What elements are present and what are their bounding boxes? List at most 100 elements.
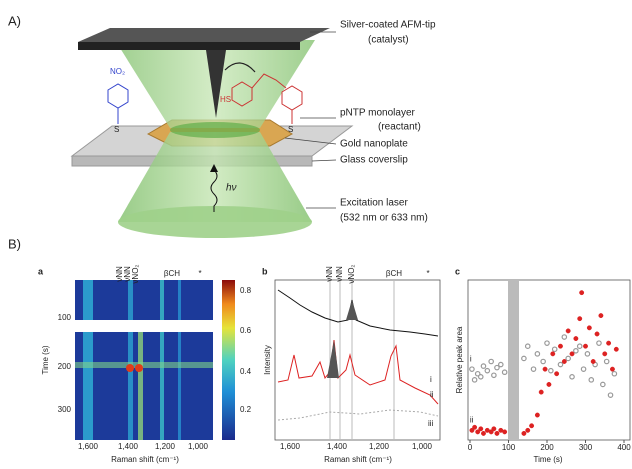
lower-cone (118, 132, 312, 222)
data-point (569, 351, 575, 357)
label: Excitation laser (340, 198, 408, 209)
data-point (561, 359, 567, 364)
data-point (534, 412, 540, 418)
y-axis-label: Relative peak area (455, 326, 464, 393)
data-point (472, 424, 478, 430)
molecule-ring (231, 81, 253, 107)
spectrum-trace (277, 339, 439, 405)
spectrum-trace (277, 289, 439, 337)
shutter-bar (508, 280, 519, 440)
data-point (542, 366, 548, 372)
x-tick-label: 300 (579, 443, 593, 452)
data-point (484, 367, 491, 374)
cone-base (118, 206, 312, 238)
photon-wave (210, 169, 218, 212)
data-point (577, 316, 583, 322)
x-axis-label: Raman shift (cm⁻¹) (111, 455, 179, 464)
heatmap-band (138, 330, 143, 440)
data-point (590, 359, 596, 364)
data-point (538, 389, 544, 395)
heatmap-hotspot (135, 364, 143, 372)
peak-fill (327, 340, 339, 378)
x-tick-label: 1,400 (118, 442, 139, 451)
colorbar-tick: 0.2 (240, 405, 252, 414)
peak-label: * (198, 269, 201, 278)
peak-label: * (426, 269, 429, 278)
data-point (600, 381, 606, 388)
molecule-label: HS (220, 95, 231, 104)
peak-label: βCH (386, 269, 402, 278)
data-point (546, 382, 552, 387)
photon-arrow (210, 164, 218, 172)
data-point (530, 366, 537, 372)
data-point (598, 313, 604, 319)
photon-label: hν (226, 183, 237, 194)
x-tick-label: 0 (468, 443, 473, 452)
y-axis-label: Intensity (263, 345, 272, 375)
leader-line (311, 159, 337, 162)
y-axis-label: Time (s) (41, 345, 50, 374)
label: Glass coverslip (340, 155, 408, 166)
data-point (488, 358, 494, 365)
data-point (586, 325, 592, 331)
subpanel-label: c (455, 266, 460, 276)
data-point (580, 366, 587, 372)
data-point (494, 364, 500, 371)
peak-label: νNO₂ (131, 264, 140, 283)
data-point (478, 426, 484, 432)
x-axis-label: Raman shift (cm⁻¹) (324, 455, 392, 464)
heatmap (75, 280, 213, 440)
data-point (529, 423, 535, 429)
colorbar-tick: 0.4 (240, 367, 252, 376)
data-point (551, 346, 558, 353)
heatmap-gap (75, 320, 213, 332)
data-point (469, 366, 475, 372)
data-point (607, 392, 614, 398)
peak-label: νNN (335, 266, 344, 282)
data-point (497, 361, 504, 368)
peak-label: νNN (115, 266, 124, 282)
peak-labels: νNN νNN νNO₂ βCH * (325, 264, 429, 283)
label: pNTP monolayer (340, 108, 416, 119)
data-point (573, 336, 579, 341)
colorbar (222, 280, 235, 440)
y-tick-label: 300 (58, 405, 72, 414)
data-point (488, 429, 494, 435)
label: (reactant) (378, 122, 421, 133)
data-point (596, 340, 602, 346)
heatmap-band (83, 280, 93, 440)
data-point (481, 430, 486, 436)
x-tick-label: 1,600 (78, 442, 99, 451)
leader-line (284, 137, 337, 145)
data-point (502, 429, 508, 435)
data-point (534, 351, 541, 357)
label: (532 nm or 633 nm) (340, 213, 428, 224)
peak-label: νNO₂ (347, 264, 356, 283)
heatmap-band (128, 280, 133, 440)
peak-label: βCH (164, 269, 180, 278)
data-point (491, 372, 497, 379)
plot-frame (274, 279, 441, 441)
label: Gold nanoplate (340, 139, 408, 150)
x-tick-label: 200 (540, 443, 554, 452)
data-point (494, 430, 500, 436)
x-tick-label: 400 (617, 443, 631, 452)
data-point (544, 340, 550, 346)
data-point (558, 343, 563, 349)
x-tick-label: 1,000 (188, 442, 209, 451)
x-tick-label: 100 (502, 443, 516, 452)
afm-cantilever-edge (78, 42, 300, 50)
peak-fill (346, 300, 358, 320)
x-tick-label: 1,200 (369, 442, 390, 451)
data-point (491, 426, 497, 432)
data-point (573, 347, 579, 354)
data-point (588, 377, 595, 383)
peak-labels: νNN νNN νNO₂ βCH * (115, 264, 201, 283)
molecule-label: S (288, 125, 293, 134)
trace-label: ii (430, 390, 434, 399)
data-point (561, 334, 568, 340)
data-point (540, 358, 546, 365)
data-point (557, 361, 564, 368)
afm-tip (206, 50, 226, 118)
data-point (603, 358, 610, 365)
